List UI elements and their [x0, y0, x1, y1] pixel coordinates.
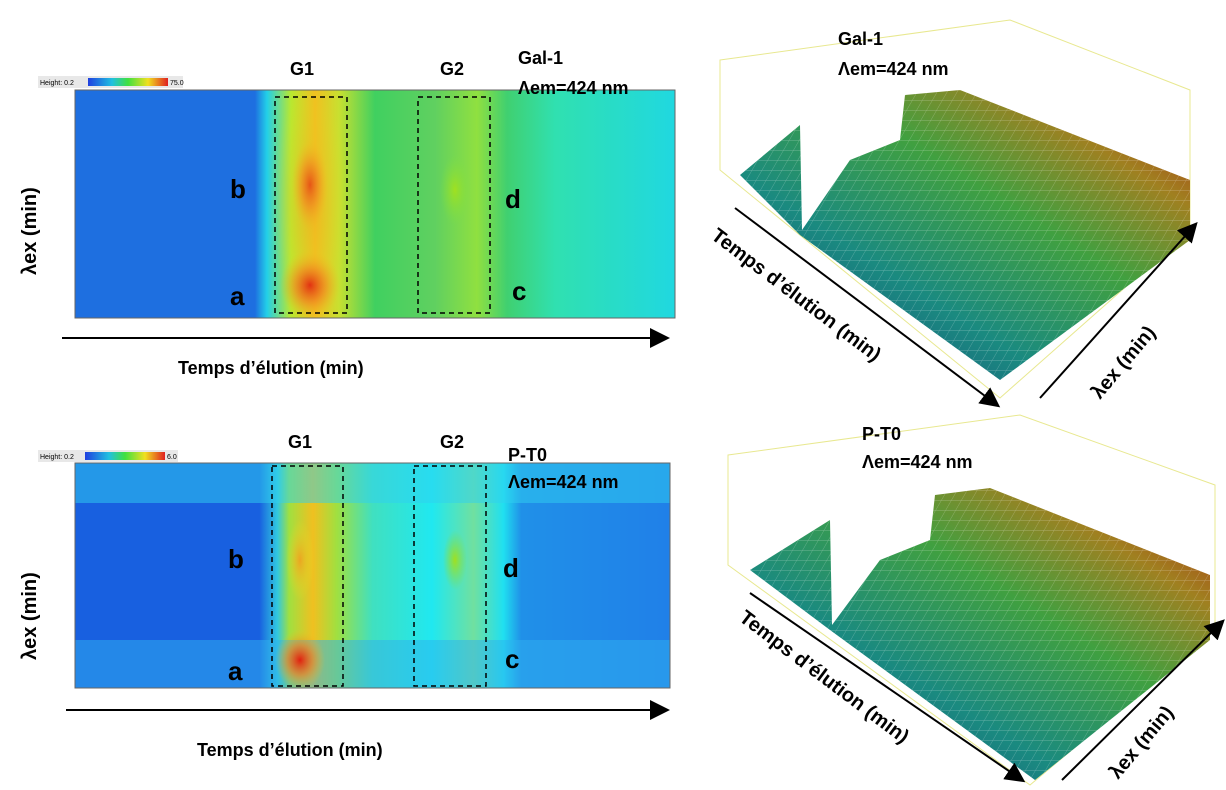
- panel-subtitle: Λem=424 nm: [518, 78, 629, 98]
- heatmap-panel: Height: 0.2 6.0 G1 G2 P-T0 Λem=424 nm a …: [19, 432, 671, 760]
- region-box: [274, 96, 348, 314]
- x-axis-label: Temps d’élution (min): [178, 358, 364, 378]
- y-axis-label: λex (min): [19, 572, 41, 660]
- scale-max: 6.0: [167, 454, 177, 461]
- point-label: a: [228, 656, 243, 686]
- panel-title: Gal-1: [838, 29, 883, 49]
- point-label: b: [230, 174, 246, 204]
- y-arrow: [1061, 619, 1225, 781]
- y-arrow: [1039, 222, 1198, 399]
- surface-panel: P-T0 Λem=424 nm Temps d’élution (min) λe…: [727, 414, 1225, 786]
- point-label: c: [512, 276, 526, 306]
- panel-subtitle: Λem=424 nm: [508, 472, 619, 492]
- hotspot: [286, 520, 314, 600]
- scale-max: 75.0: [170, 80, 184, 87]
- plot-frame: [74, 89, 676, 319]
- hotspot: [443, 530, 467, 590]
- x-arrow: [734, 207, 1001, 408]
- point-label: d: [503, 553, 519, 583]
- colorbar: [88, 78, 168, 86]
- hotspot: [275, 630, 325, 690]
- region-label: G2: [440, 432, 464, 452]
- plot-frame: [74, 462, 671, 689]
- region-box: [413, 465, 487, 687]
- panel-title: P-T0: [508, 445, 547, 465]
- heatmap-panel: Height: 0.2 75.0 G1 G2 Gal-1 Λem=424 nm …: [19, 48, 676, 378]
- point-label: d: [505, 184, 521, 214]
- heatmap-band: [75, 463, 670, 503]
- panel-title: Gal-1: [518, 48, 563, 68]
- region-label: G1: [288, 432, 312, 452]
- hotspot: [440, 155, 470, 225]
- region-box: [417, 96, 491, 314]
- heatmap: [75, 90, 675, 318]
- scale-min: Height: 0.2: [40, 454, 74, 461]
- x-arrow: [749, 592, 1026, 783]
- x-axis-label: Temps d’élution (min): [197, 740, 383, 760]
- colorbar: [85, 452, 165, 460]
- surface-mesh: [750, 488, 1210, 780]
- scale-min: Height: 0.2: [40, 80, 74, 87]
- region-label: G1: [290, 59, 314, 79]
- y-axis-label: λex (min): [19, 187, 41, 275]
- panel-subtitle: Λem=424 nm: [838, 59, 949, 79]
- surface-panel: Gal-1 Λem=424 nm Temps d’élution (min) λ…: [707, 10, 1198, 408]
- point-label: c: [505, 644, 519, 674]
- surface-mesh: [740, 90, 1190, 380]
- region-box: [271, 465, 344, 687]
- panel-title: P-T0: [862, 424, 901, 444]
- hotspot: [270, 90, 350, 310]
- point-label: b: [228, 544, 244, 574]
- region-label: G2: [440, 59, 464, 79]
- panel-subtitle: Λem=424 nm: [862, 452, 973, 472]
- heatmap-band: [75, 640, 670, 688]
- point-label: a: [230, 281, 245, 311]
